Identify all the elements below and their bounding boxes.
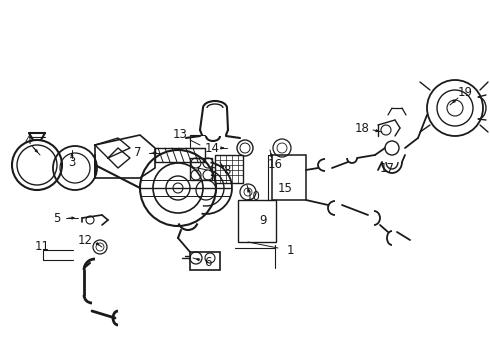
Text: 13: 13 — [172, 129, 188, 141]
Text: 8: 8 — [223, 163, 231, 176]
Bar — [190, 158, 212, 180]
Text: 16: 16 — [268, 158, 283, 171]
Text: 12: 12 — [77, 234, 93, 247]
Text: 7: 7 — [134, 147, 142, 159]
Text: 18: 18 — [355, 122, 369, 135]
Text: 4: 4 — [24, 134, 32, 147]
Text: 19: 19 — [458, 86, 472, 99]
Bar — [272, 155, 306, 200]
Bar — [215, 155, 243, 183]
Text: 14: 14 — [204, 141, 220, 154]
Text: 2: 2 — [209, 166, 217, 180]
Text: 11: 11 — [34, 240, 49, 253]
Text: 6: 6 — [204, 256, 212, 270]
Bar — [238, 200, 276, 242]
Bar — [155, 148, 205, 162]
Text: 15: 15 — [277, 181, 293, 194]
Text: 9: 9 — [259, 213, 267, 226]
Text: 5: 5 — [53, 211, 61, 225]
Text: 1: 1 — [286, 243, 294, 256]
Text: 10: 10 — [245, 190, 261, 203]
Text: 3: 3 — [68, 156, 75, 168]
Text: 17: 17 — [379, 162, 394, 175]
Bar — [190, 252, 220, 270]
